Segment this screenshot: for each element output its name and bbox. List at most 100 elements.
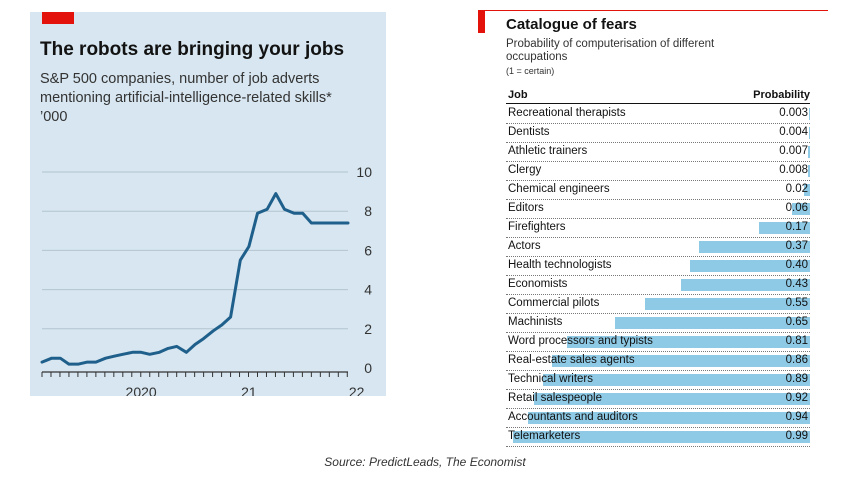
probability-value: 0.94: [785, 411, 808, 423]
table-row: Firefighters 0.17: [506, 219, 810, 238]
table-row: Dentists 0.004: [506, 124, 810, 143]
y-tick-label: 2: [364, 321, 372, 337]
job-label: Telemarketers: [508, 430, 581, 442]
probability-bar: [543, 374, 810, 386]
job-label: Editors: [508, 202, 544, 214]
probability-bar: [808, 127, 810, 139]
scale-note: (1 = certain): [506, 66, 555, 76]
probability-bar: [809, 108, 810, 120]
probability-value: 0.43: [785, 278, 808, 290]
probability-value: 0.86: [785, 354, 808, 366]
job-label: Actors: [508, 240, 541, 252]
table-row: Accountants and auditors 0.94: [506, 409, 810, 428]
probability-value: 0.65: [785, 316, 808, 328]
source-note: Source: PredictLeads, The Economist: [324, 455, 526, 469]
probability-bar: [645, 298, 810, 310]
probability-bar: [807, 165, 810, 177]
y-tick-label: 0: [364, 360, 372, 376]
probability-value: 0.92: [785, 392, 808, 404]
y-tick-label: 8: [364, 203, 372, 219]
probability-bar: [552, 355, 810, 367]
probability-bar: [804, 184, 810, 196]
job-label: Machinists: [508, 316, 563, 328]
probability-bar: [807, 146, 810, 158]
probability-bar: [615, 317, 810, 329]
table-row: Clergy 0.008: [506, 162, 810, 181]
table-row: Commercial pilots 0.55: [506, 295, 810, 314]
probability-value: 0.007: [779, 145, 808, 157]
x-tick-label: 21: [241, 384, 257, 396]
table-body: Recreational therapists 0.003 Dentists 0.00…: [506, 105, 810, 447]
probability-bar: [567, 336, 810, 348]
probability-bar: [792, 203, 810, 215]
y-tick-label: 4: [364, 282, 372, 298]
job-label: Economists: [508, 278, 568, 290]
probability-bar: [759, 222, 810, 234]
table-row: Editors 0.06: [506, 200, 810, 219]
line-chart: 0 2 4 6 8 10 2020 21 22: [40, 164, 372, 396]
red-top-rule: [485, 10, 828, 11]
left-chart-title: The robots are bringing your jobs: [40, 39, 345, 60]
probability-bar: [690, 260, 810, 272]
red-accent-bar: [42, 12, 74, 24]
column-header-job: Job: [508, 89, 528, 101]
table-row: Economists 0.43: [506, 276, 810, 295]
probability-value: 0.89: [785, 373, 808, 385]
table-row: Chemical engineers 0.02: [506, 181, 810, 200]
job-label: Commercial pilots: [508, 297, 600, 309]
right-chart-subtitle-line-1: Probability of computerisation of differ…: [506, 38, 715, 50]
table-row: Machinists 0.65: [506, 314, 810, 333]
left-chart-unit-label: ’000: [40, 109, 68, 125]
x-tick-label: 22: [349, 384, 365, 396]
probability-value: 0.02: [785, 183, 808, 195]
job-label: Word processors and typists: [508, 335, 653, 347]
table-row: Athletic trainers 0.007: [506, 143, 810, 162]
probability-value: 0.55: [785, 297, 808, 309]
job-label: Real-estate sales agents: [508, 354, 635, 366]
right-chart-title: Catalogue of fears: [506, 16, 637, 33]
probability-value: 0.003: [779, 107, 808, 119]
right-chart-subtitle-line-2: occupations: [506, 51, 568, 63]
probability-bar: [699, 241, 810, 253]
table-row: Telemarketers 0.99: [506, 428, 810, 447]
table-row: Real-estate sales agents 0.86: [506, 352, 810, 371]
probability-value: 0.06: [785, 202, 808, 214]
job-label: Athletic trainers: [508, 145, 588, 157]
probability-bar: [681, 279, 810, 291]
probability-value: 0.004: [779, 126, 808, 138]
job-label: Technical writers: [508, 373, 593, 385]
left-chart-subtitle-line-1: S&P 500 companies, number of job adverts: [40, 71, 320, 87]
job-label: Dentists: [508, 126, 550, 138]
table-row: Health technologists 0.40: [506, 257, 810, 276]
probability-value: 0.37: [785, 240, 808, 252]
job-label: Chemical engineers: [508, 183, 610, 195]
probability-value: 0.81: [785, 335, 808, 347]
series-line: [40, 192, 350, 366]
y-tick-label: 10: [356, 164, 372, 180]
table-row: Recreational therapists 0.003: [506, 105, 810, 124]
left-chart-panel: The robots are bringing your jobs S&P 50…: [30, 12, 386, 396]
table-row: Retail salespeople 0.92: [506, 390, 810, 409]
job-label: Accountants and auditors: [508, 411, 638, 423]
probability-bar: [534, 393, 810, 405]
probability-bar: [513, 431, 810, 443]
job-label: Firefighters: [508, 221, 566, 233]
job-label: Retail salespeople: [508, 392, 602, 404]
probability-value: 0.008: [779, 164, 808, 176]
x-tick-label: 2020: [126, 384, 157, 396]
probability-value: 0.17: [785, 221, 808, 233]
table-header: Job Probability: [506, 89, 810, 104]
probability-value: 0.40: [785, 259, 808, 271]
table-row: Word processors and typists 0.81: [506, 333, 810, 352]
y-tick-label: 6: [364, 242, 372, 258]
probability-bar: [528, 412, 810, 424]
table-row: Actors 0.37: [506, 238, 810, 257]
table-row: Technical writers 0.89: [506, 371, 810, 390]
job-label: Clergy: [508, 164, 542, 176]
red-accent-bar: [478, 10, 485, 33]
left-chart-subtitle-line-2: mentioning artificial-intelligence-relat…: [40, 90, 332, 106]
column-header-probability: Probability: [753, 89, 810, 101]
probability-value: 0.99: [785, 430, 808, 442]
job-label: Recreational therapists: [508, 107, 626, 119]
right-table-panel: Catalogue of fears Probability of comput…: [478, 0, 838, 447]
